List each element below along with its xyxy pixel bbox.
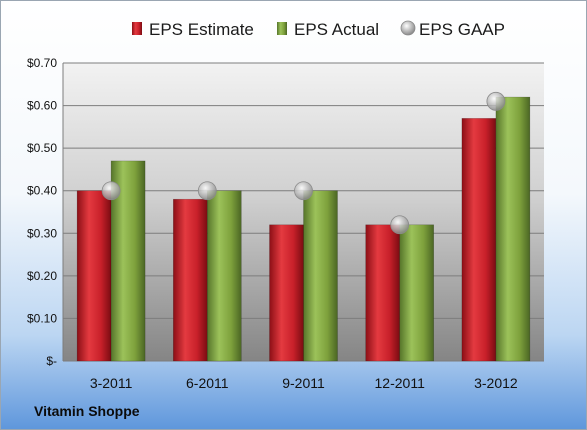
legend-swatch [132, 22, 142, 35]
x-tick-label: 6-2011 [186, 375, 229, 391]
eps-gaap-marker [101, 181, 121, 201]
x-tick-label: 9-2011 [282, 375, 325, 391]
y-tick-label: $0.20 [27, 269, 57, 283]
eps-gaap-marker [197, 181, 217, 201]
legend-eps-estimate: EPS Estimate [132, 20, 254, 39]
eps-gaap-marker [294, 181, 313, 201]
eps-actual-bar [303, 190, 338, 362]
y-tick-label: $0.40 [27, 184, 57, 198]
eps-actual-bar [495, 96, 531, 362]
y-tick-label: $- [46, 354, 57, 368]
x-tick-label: 3-2012 [474, 375, 518, 391]
legend-eps-gaap: EPS GAAP [400, 20, 505, 39]
legend-label: EPS Actual [294, 20, 379, 39]
y-tick-label: $0.10 [27, 311, 57, 325]
legend-swatch [400, 20, 416, 36]
eps-estimate-bar [269, 224, 304, 362]
eps-estimate-bar [76, 190, 112, 362]
eps-gaap-marker [390, 215, 410, 235]
x-tick-label: 12-2011 [375, 375, 426, 391]
eps-estimate-bar [461, 118, 497, 362]
legend-swatch [277, 22, 287, 35]
y-tick-label: $0.30 [27, 226, 57, 240]
legend-eps-actual: EPS Actual [277, 20, 379, 39]
y-tick-label: $0.70 [27, 56, 57, 70]
eps-actual-bar [399, 224, 435, 362]
eps-estimate-bar [365, 224, 401, 362]
eps-estimate-bar [173, 198, 208, 362]
eps-actual-bar [207, 190, 242, 362]
legend-label: EPS GAAP [419, 20, 505, 39]
x-tick-label: 3-2011 [90, 375, 133, 391]
legend-label: EPS Estimate [149, 20, 254, 39]
company-name: Vitamin Shoppe [34, 403, 140, 419]
eps-gaap-marker [486, 91, 506, 111]
y-tick-label: $0.60 [27, 99, 57, 113]
y-tick-label: $0.50 [27, 141, 57, 155]
